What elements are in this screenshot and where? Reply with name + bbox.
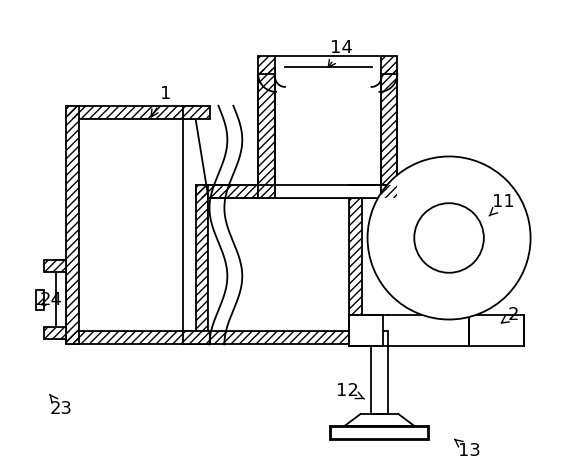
Bar: [45, 327, 66, 340]
Bar: [182, 106, 210, 119]
Bar: [275, 185, 382, 198]
Bar: [182, 332, 210, 344]
Bar: [331, 427, 428, 439]
Bar: [196, 332, 361, 344]
Bar: [382, 56, 397, 74]
Bar: [258, 69, 275, 198]
Bar: [209, 198, 349, 332]
Bar: [45, 260, 66, 272]
Text: 23: 23: [50, 395, 73, 418]
Bar: [79, 119, 182, 332]
Bar: [196, 185, 361, 198]
Bar: [37, 290, 45, 310]
Bar: [56, 260, 66, 340]
Bar: [66, 106, 79, 344]
Bar: [182, 332, 196, 344]
Text: 24: 24: [37, 291, 63, 309]
Bar: [196, 185, 209, 344]
Bar: [182, 332, 196, 344]
Bar: [382, 69, 397, 198]
Bar: [469, 314, 523, 346]
Text: 14: 14: [328, 39, 353, 67]
Text: 1: 1: [151, 85, 171, 117]
Bar: [196, 185, 209, 344]
Text: 11: 11: [489, 193, 515, 216]
Bar: [66, 106, 79, 344]
Text: 13: 13: [455, 439, 480, 460]
Bar: [371, 332, 389, 414]
Bar: [258, 56, 275, 74]
Bar: [66, 106, 196, 119]
Bar: [45, 327, 66, 340]
Bar: [349, 185, 361, 344]
Bar: [66, 332, 196, 344]
Bar: [66, 106, 196, 119]
Bar: [196, 332, 361, 344]
Bar: [382, 185, 397, 198]
Bar: [349, 314, 383, 346]
Bar: [182, 106, 210, 119]
Bar: [182, 106, 196, 119]
Text: 2: 2: [501, 305, 519, 323]
Circle shape: [368, 156, 530, 320]
Bar: [382, 185, 397, 198]
Bar: [45, 260, 66, 272]
Bar: [182, 106, 196, 119]
Bar: [275, 56, 382, 198]
Text: 12: 12: [336, 382, 364, 400]
Circle shape: [414, 203, 484, 273]
Bar: [258, 69, 275, 198]
Bar: [330, 426, 429, 440]
Bar: [349, 185, 361, 344]
Bar: [182, 332, 210, 344]
Bar: [66, 332, 196, 344]
Bar: [258, 185, 275, 198]
Bar: [382, 56, 397, 74]
Bar: [382, 69, 397, 198]
Bar: [196, 185, 361, 198]
Bar: [258, 56, 275, 74]
Bar: [258, 185, 275, 198]
Polygon shape: [275, 77, 382, 185]
